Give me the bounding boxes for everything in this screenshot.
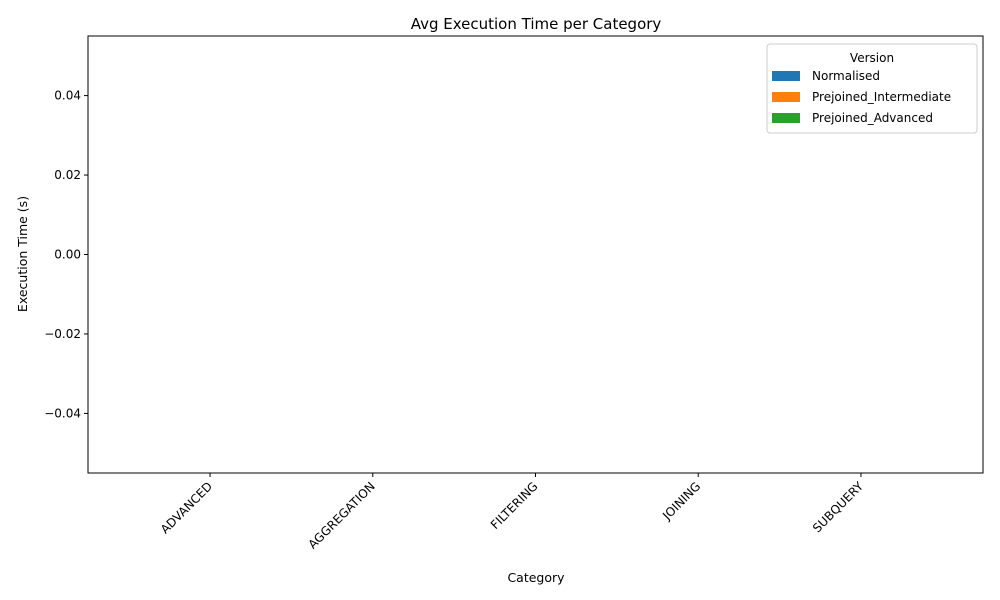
y-tick-label: 0.00	[54, 248, 81, 262]
x-axis: ADVANCED AGGREGATION FILTERING JOINING SUBQU…	[158, 473, 867, 552]
y-axis: −0.04 −0.02 0.00 0.02 0.04	[44, 89, 88, 420]
legend-swatch	[772, 92, 800, 102]
legend-entry-label: Prejoined_Advanced	[812, 111, 933, 125]
legend-entry-label: Normalised	[812, 69, 880, 83]
legend-swatch	[772, 113, 800, 123]
x-tick-label: ADVANCED	[158, 479, 215, 536]
y-tick-label: 0.02	[54, 168, 81, 182]
x-tick-label: FILTERING	[488, 479, 541, 532]
legend-title: Version	[850, 51, 894, 65]
x-tick-label: JOINING	[659, 479, 703, 523]
y-tick-label: −0.02	[44, 327, 81, 341]
y-axis-label: Execution Time (s)	[15, 196, 30, 312]
y-tick-label: −0.04	[44, 406, 81, 420]
x-tick-label: SUBQUERY	[810, 479, 867, 536]
x-tick-label: AGGREGATION	[305, 479, 377, 551]
legend-box	[766, 43, 978, 134]
legend-entry-label: Prejoined_Intermediate	[812, 90, 951, 104]
legend: Version Normalised Prejoined_Intermediate…	[766, 43, 978, 134]
y-tick-label: 0.04	[54, 89, 81, 103]
chart-title: Avg Execution Time per Category	[411, 15, 662, 33]
legend-swatch	[772, 71, 800, 81]
x-axis-label: Category	[507, 570, 565, 585]
